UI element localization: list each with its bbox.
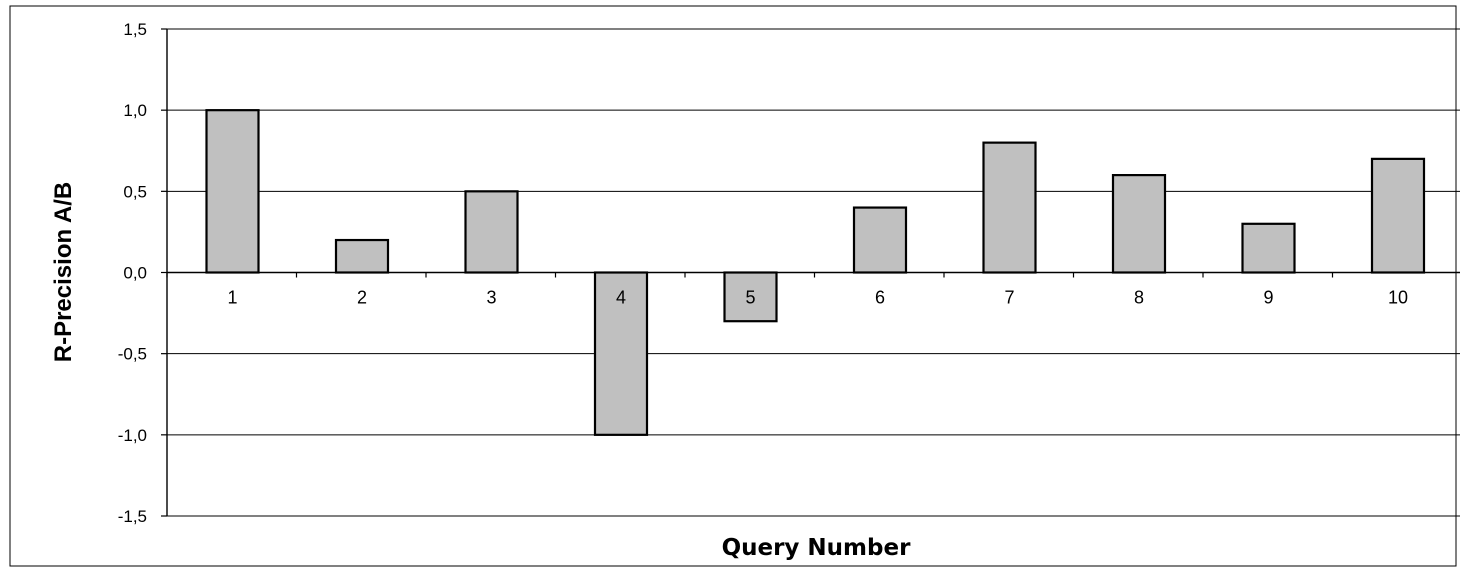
y-tick-label: -1,5	[118, 507, 147, 526]
y-tick-label: -1,0	[118, 426, 147, 445]
bar	[1111, 174, 1167, 274]
bar	[1370, 157, 1426, 274]
category-label: 4	[616, 288, 626, 308]
bar	[1241, 222, 1296, 274]
bar	[334, 238, 390, 274]
x-axis-title: Query Number	[722, 535, 912, 561]
chart-frame	[9, 5, 1457, 567]
category-label: 9	[1263, 288, 1273, 308]
y-tick-label: 1,0	[123, 101, 147, 120]
category-label: 2	[357, 288, 367, 308]
y-tick-label: 0,5	[123, 182, 147, 201]
bar	[464, 190, 519, 274]
axes	[161, 28, 1460, 517]
category-label: 1	[227, 288, 237, 308]
category-label: 7	[1004, 288, 1014, 308]
y-tick-label: 1,5	[123, 20, 147, 39]
category-labels: 1 2 3 4 5 6 7 8 9 10	[227, 288, 1408, 308]
category-label: 3	[486, 288, 496, 308]
bar	[205, 109, 260, 274]
bar	[982, 141, 1037, 274]
category-label: 6	[875, 288, 885, 308]
category-label: 8	[1134, 288, 1144, 308]
bar	[593, 271, 649, 436]
y-tick-label: -0,5	[118, 345, 147, 364]
y-tick-labels: 1,5 1,0 0,5 0,0 -0,5 -1,0 -1,5	[118, 20, 147, 526]
category-label: 10	[1388, 288, 1408, 308]
y-tick-label: 0,0	[123, 264, 147, 283]
bar	[852, 206, 908, 274]
category-label: 5	[745, 288, 755, 308]
y-axis-title: R-Precision A/B	[50, 182, 77, 362]
